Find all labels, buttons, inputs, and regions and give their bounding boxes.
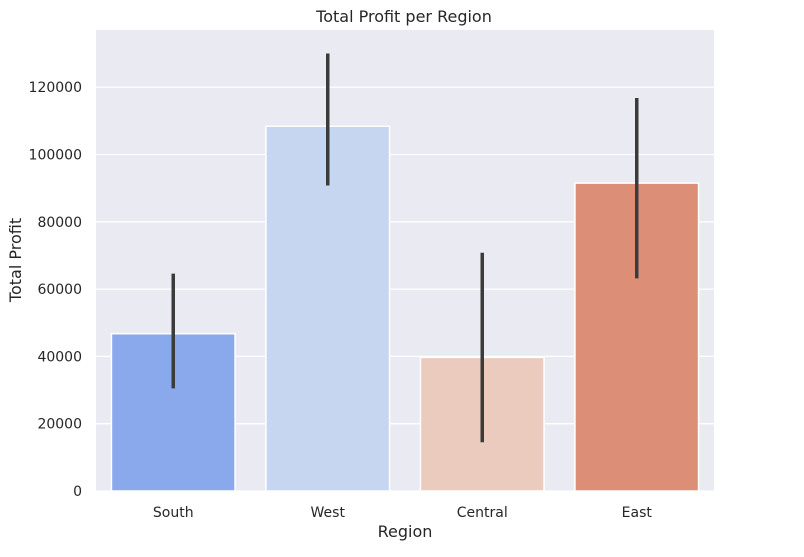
bar-west [265,125,391,492]
y-tick-label: 80000 [37,215,82,231]
x-axis-label: Region [378,522,433,541]
y-axis-label: Total Profit [6,218,25,303]
y-tick-label: 20000 [37,417,82,433]
y-tick-label: 60000 [37,282,82,298]
x-axis-ticks: South West Central East [153,505,652,521]
y-tick-label: 120000 [29,80,82,96]
x-tick-label: West [311,505,346,521]
y-tick-label: 100000 [29,148,82,164]
y-tick-label: 40000 [37,349,82,365]
x-tick-label: Central [457,505,508,521]
error-bars [171,53,639,443]
chart-title: Total Profit per Region [315,7,492,26]
x-tick-label: East [622,505,653,521]
y-tick-label: 0 [73,484,82,500]
x-tick-label: South [153,505,194,521]
y-axis-ticks: 0 20000 40000 60000 80000 100000 120000 [29,80,82,500]
